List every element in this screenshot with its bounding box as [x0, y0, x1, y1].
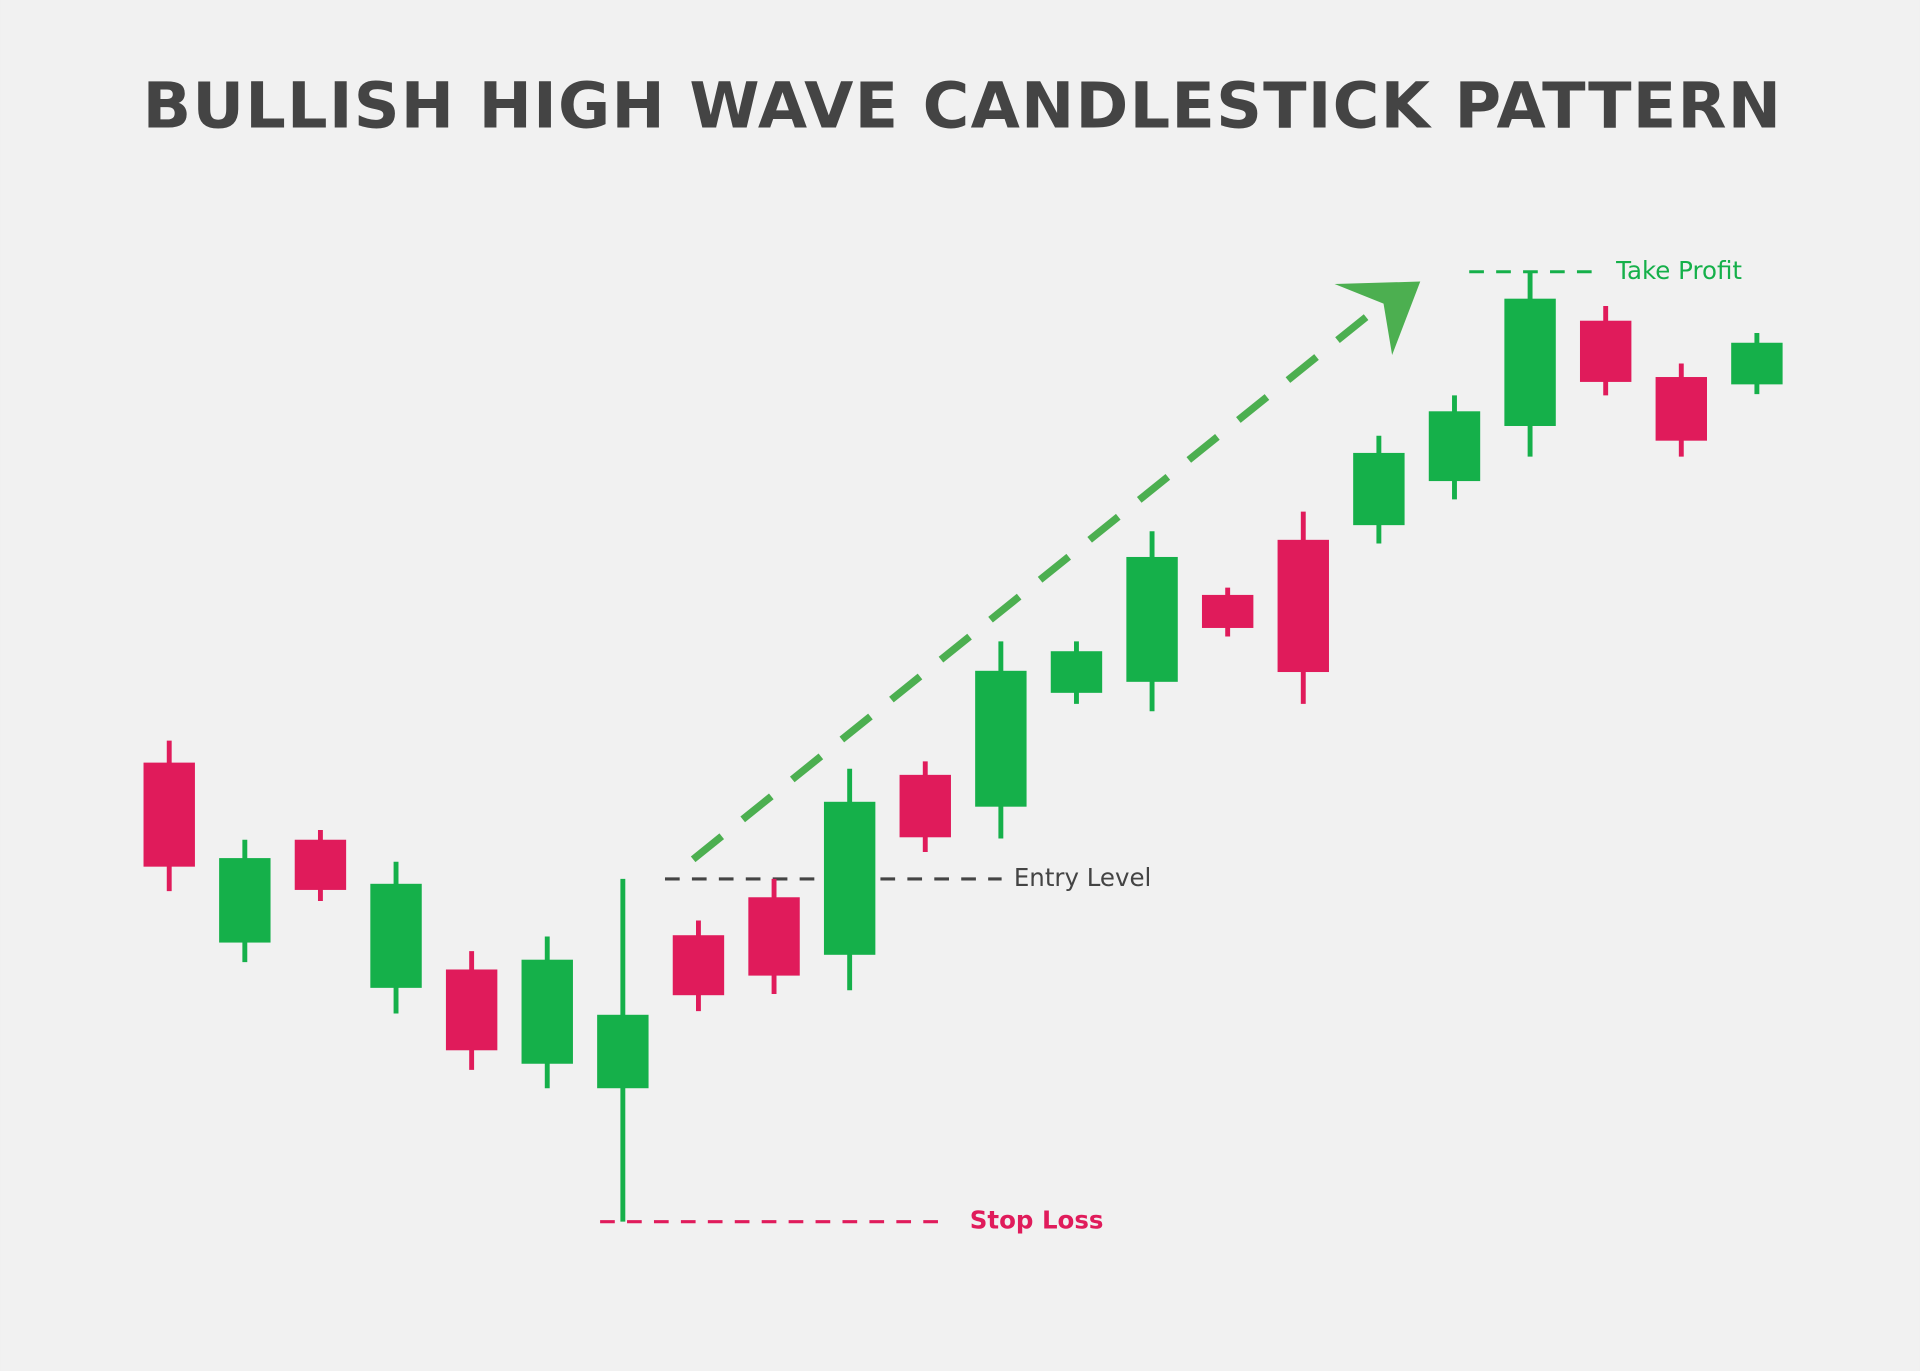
candle-body: [1126, 556, 1178, 682]
arrow-head: [1334, 281, 1421, 355]
candle-body: [445, 969, 498, 1051]
candle-body: [597, 1014, 649, 1089]
candle-body: [1353, 452, 1405, 526]
trend-arrow: [690, 308, 1377, 863]
level-label: Entry Level: [1014, 863, 1151, 892]
candle-body: [1579, 320, 1632, 382]
candle-body: [1655, 377, 1707, 441]
candle-body: [899, 774, 951, 838]
candle-body: [748, 897, 800, 976]
candle-body: [370, 883, 422, 988]
candle-body: [219, 858, 271, 943]
candle-body: [1504, 298, 1556, 426]
candle-body: [1428, 411, 1481, 482]
candle-body: [823, 801, 876, 955]
candle-body: [521, 959, 573, 1064]
candle-body: [975, 670, 1027, 807]
chart-title: BULLISH HIGH WAVE CANDLESTICK PATTERN: [143, 70, 1783, 144]
candle-body: [294, 839, 347, 890]
level-label: Stop Loss: [970, 1206, 1104, 1235]
candle-body: [1201, 594, 1254, 628]
candle-body: [1050, 651, 1103, 693]
candle-body: [672, 935, 725, 996]
candle-body: [1731, 342, 1783, 385]
candle-body: [143, 762, 195, 867]
candle-body: [1277, 539, 1329, 673]
level-label: Take Profit: [1615, 256, 1742, 285]
